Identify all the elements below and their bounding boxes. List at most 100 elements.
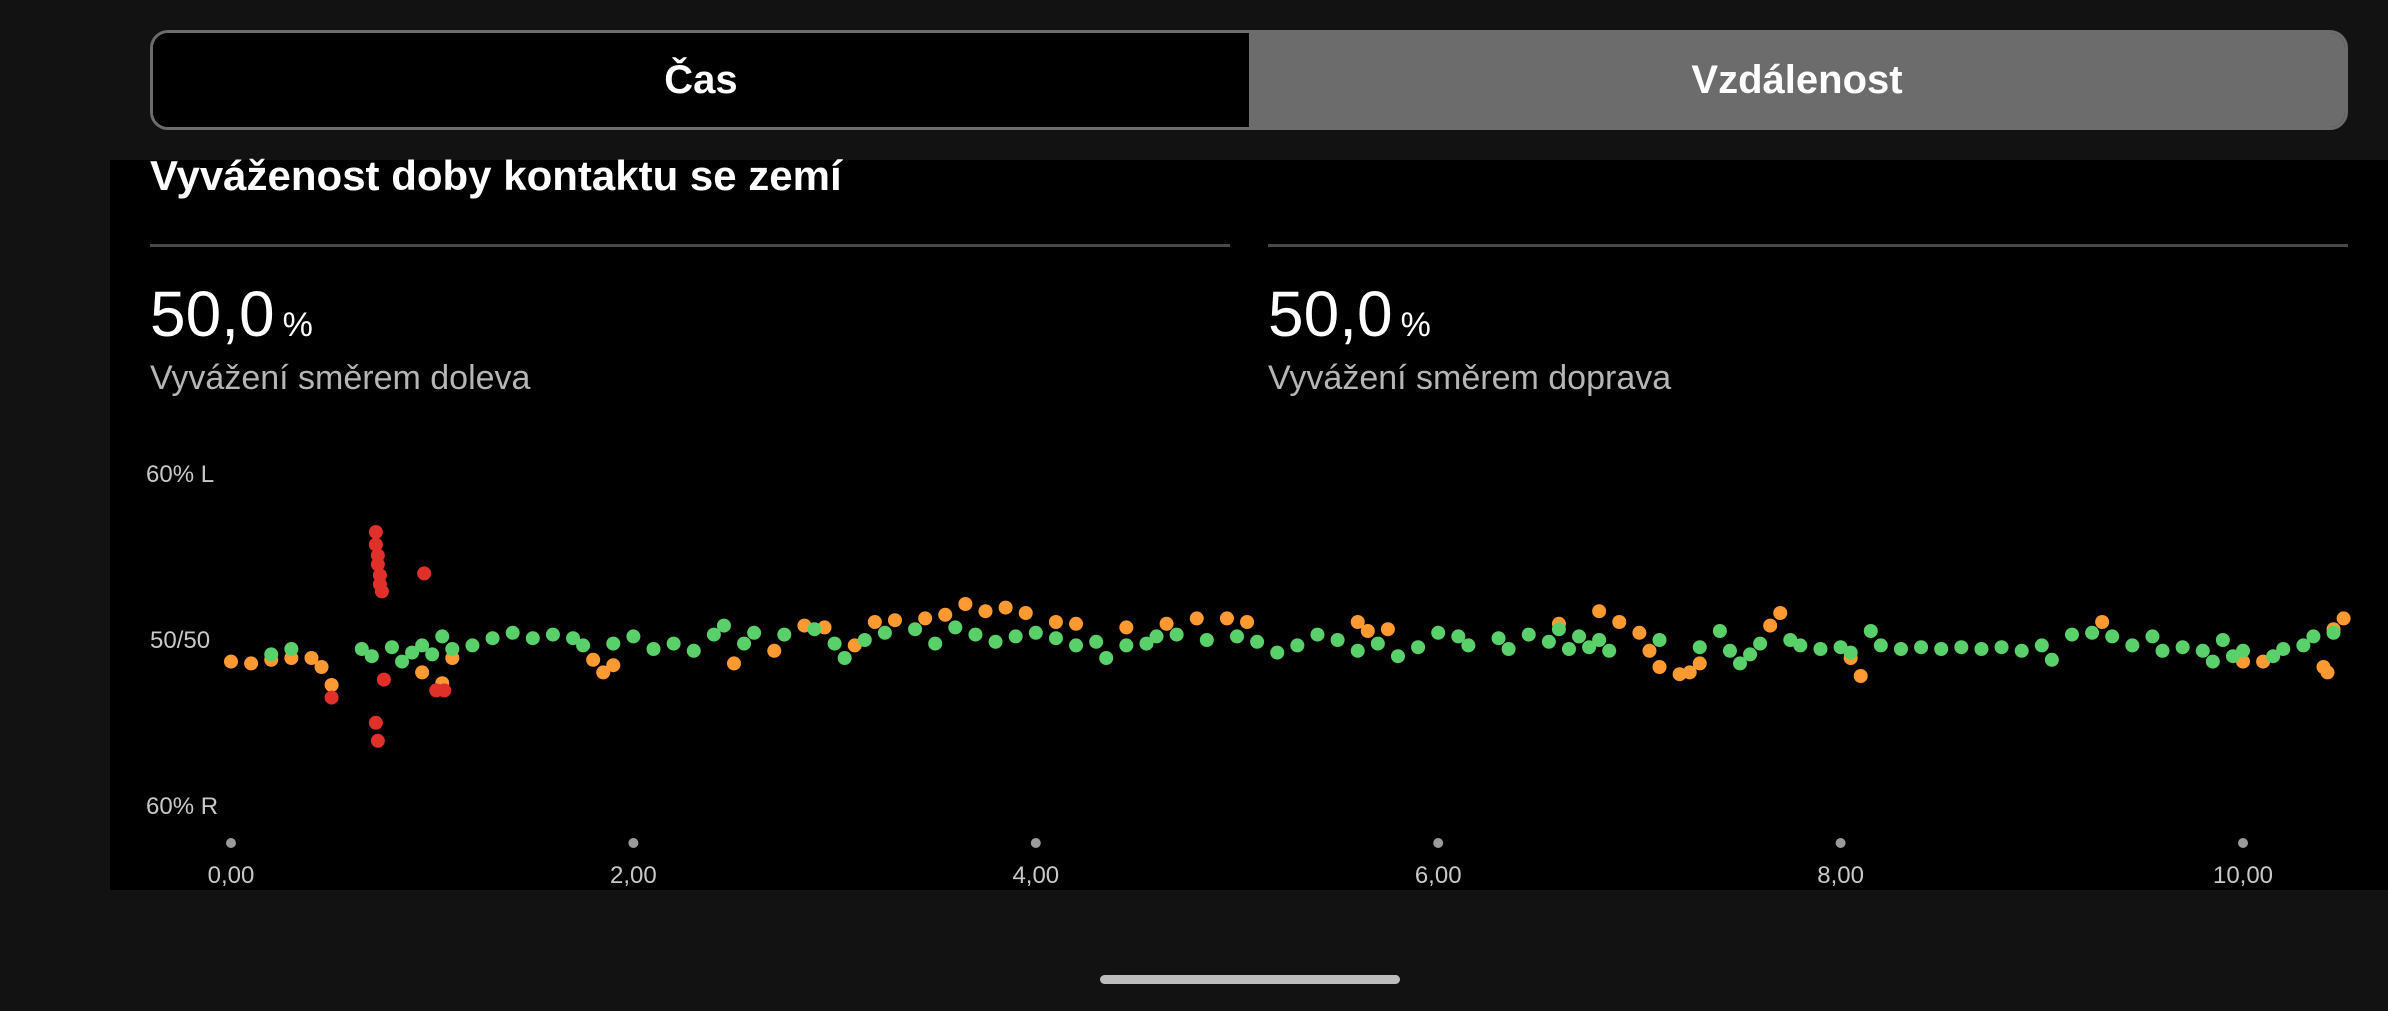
green-data-point [1048,631,1063,646]
green-data-point [1028,625,1043,640]
y-label-bottom: 60% R [146,793,218,820]
orange-data-point [1219,611,1234,626]
green-data-point [837,651,852,665]
orange-data-point [1692,656,1707,671]
orange-data-point [1069,616,1084,631]
green-data-point [2014,643,2029,658]
green-data-point [2276,642,2291,656]
green-data-point [1310,627,1325,642]
red-data-point [368,525,383,539]
green-data-point [1461,638,1476,653]
tab-vzdalenost[interactable]: Vzdálenost [1249,33,2345,127]
y-label-top: 60% L [146,461,214,488]
left-balance-value: 50,0 [150,278,275,350]
green-data-point [1652,633,1667,647]
green-data-point [2034,638,2049,653]
right-balance-metric: 50,0% Vyvážení směrem doprava [1268,244,2348,398]
green-data-point [1753,636,1768,651]
green-data-point [405,645,420,660]
orange-data-point [2095,615,2110,629]
orange-data-point [1652,660,1667,674]
green-data-point [1521,627,1536,642]
gct-balance-card: Vyváženost doby kontaktu se zemí 50,0% V… [110,152,2388,890]
green-data-point [1139,636,1154,651]
green-data-point [686,643,701,658]
orange-data-point [596,665,611,680]
x-tick-dot [226,838,236,848]
green-data-point [384,640,399,655]
green-data-point [747,625,762,640]
green-data-point [716,618,731,633]
green-data-point [2105,629,2120,644]
orange-data-point [1240,615,1255,629]
green-data-point [1411,640,1426,655]
x-tick-label: 6,00 [1415,862,1462,889]
green-data-point [425,647,440,662]
red-data-point [374,584,389,599]
green-data-point [1390,649,1405,664]
green-data-point [666,636,681,651]
red-data-point [368,537,383,552]
tab-cas[interactable]: Čas [153,33,1249,127]
green-data-point [415,638,430,653]
green-data-point [626,629,641,644]
green-data-point [968,627,983,642]
segmented-control: Čas Vzdálenost [150,30,2348,130]
right-balance-value: 50,0 [1268,278,1393,350]
green-data-point [395,654,410,669]
red-data-point [370,557,385,572]
green-data-point [2175,640,2190,655]
green-data-point [2306,629,2321,644]
x-tick-dot [2238,838,2248,848]
green-data-point [1974,642,1989,656]
green-data-point [2326,625,2341,640]
green-data-point [1582,640,1597,655]
orange-data-point [958,597,973,611]
home-indicator[interactable] [1100,975,1400,984]
green-data-point [1008,629,1023,644]
green-data-point [807,622,822,637]
orange-data-point [1592,604,1607,619]
green-data-point [908,622,923,637]
orange-data-point [1682,665,1697,680]
orange-data-point [1773,606,1788,620]
green-data-point [1330,633,1345,647]
x-tick-dot [628,838,639,848]
green-data-point [354,642,369,656]
orange-data-point [1763,618,1778,633]
orange-data-point [887,613,902,628]
green-data-point [1119,638,1134,653]
orange-data-point [1119,620,1134,635]
right-balance-unit: % [1400,306,1431,344]
orange-data-point [1018,606,1033,620]
green-data-point [1149,629,1164,644]
orange-data-point [998,600,1013,615]
green-data-point [1813,642,1828,656]
green-data-point [877,625,892,640]
green-data-point [1270,645,1285,660]
x-tick-dot [1433,838,1444,848]
right-balance-label: Vyvážení směrem doprava [1268,359,1672,397]
x-tick-label: 8,00 [1817,862,1864,889]
green-data-point [264,647,279,662]
green-data-point [1843,645,1858,660]
green-data-point [576,638,591,653]
green-data-point [435,629,450,644]
green-data-point [1069,638,1084,653]
orange-data-point [1642,643,1657,658]
orange-data-point [1853,669,1868,683]
green-data-point [1491,631,1506,646]
green-data-point [777,627,792,642]
x-tick-label: 4,00 [1012,862,1059,889]
left-balance-unit: % [282,306,313,344]
orange-data-point [1048,615,1063,629]
left-balance-label: Vyvážení směrem doleva [150,359,531,397]
green-data-point [1169,627,1184,642]
green-data-point [2195,643,2210,658]
orange-data-point [1612,615,1627,629]
green-data-point [284,642,299,656]
green-data-point [2215,633,2230,647]
green-data-point [1793,638,1808,653]
green-data-point [1572,629,1587,644]
green-data-point [827,636,842,651]
